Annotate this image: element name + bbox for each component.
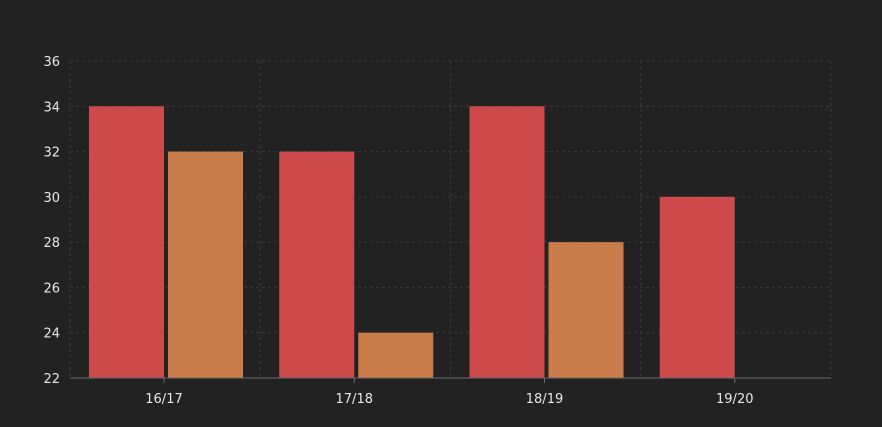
bar-18-19-series-2[interactable] xyxy=(548,242,624,378)
x-tick-label: 16/17 xyxy=(145,392,182,407)
bar-16-17-series-2[interactable] xyxy=(168,151,243,378)
bar-17-18-series-1[interactable] xyxy=(279,151,355,378)
y-tick-label: 24 xyxy=(43,327,60,342)
x-tick-label: 17/18 xyxy=(336,392,373,407)
x-tick-label: 18/19 xyxy=(526,392,563,407)
x-tick-labels: 16/17 17/18 18/19 19/20 xyxy=(145,392,753,407)
bar-16-17-series-1[interactable] xyxy=(89,106,164,379)
y-tick-label: 34 xyxy=(43,100,60,115)
x-tick-label: 19/20 xyxy=(716,392,753,407)
y-tick-label: 22 xyxy=(43,372,60,387)
axes xyxy=(70,377,831,383)
bars xyxy=(89,106,735,379)
bar-19-20-series-1[interactable] xyxy=(659,196,735,378)
y-tick-label: 26 xyxy=(43,281,60,296)
y-tick-label: 30 xyxy=(43,191,60,206)
bar-18-19-series-1[interactable] xyxy=(469,106,545,379)
y-tick-labels: 22 24 26 28 30 32 34 36 xyxy=(43,55,60,387)
y-tick-label: 36 xyxy=(43,55,60,70)
y-tick-label: 32 xyxy=(43,146,60,161)
bar-17-18-series-2[interactable] xyxy=(358,332,434,378)
y-tick-label: 28 xyxy=(43,236,60,251)
